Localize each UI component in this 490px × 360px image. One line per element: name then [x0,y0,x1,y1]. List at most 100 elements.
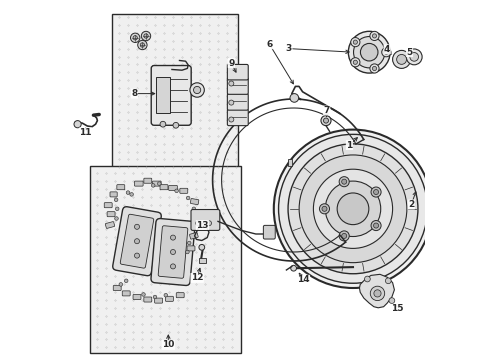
Circle shape [130,193,133,196]
FancyBboxPatch shape [151,66,191,125]
FancyBboxPatch shape [191,198,199,205]
Circle shape [142,293,145,296]
Circle shape [124,279,128,283]
Circle shape [321,116,331,126]
FancyBboxPatch shape [144,178,152,183]
Circle shape [406,49,422,65]
FancyBboxPatch shape [151,219,195,285]
Circle shape [371,221,381,231]
Circle shape [370,31,379,41]
Circle shape [372,34,377,38]
Text: 12: 12 [191,274,203,282]
Circle shape [134,253,140,258]
Circle shape [384,50,389,54]
Circle shape [206,221,212,226]
Circle shape [194,86,201,94]
Circle shape [278,134,427,283]
Circle shape [141,31,151,41]
Circle shape [173,122,179,128]
Text: 9: 9 [228,58,235,68]
FancyBboxPatch shape [227,64,248,80]
FancyBboxPatch shape [263,225,275,239]
Circle shape [138,40,147,50]
Circle shape [171,249,175,255]
Circle shape [160,121,166,127]
Circle shape [351,37,360,47]
Bar [156,77,171,113]
Circle shape [353,60,357,64]
Circle shape [199,244,205,250]
FancyBboxPatch shape [133,294,141,300]
Circle shape [392,50,411,68]
FancyBboxPatch shape [104,203,112,208]
FancyBboxPatch shape [120,214,154,268]
Circle shape [288,144,418,274]
Text: 11: 11 [79,128,92,137]
Bar [112,14,238,173]
Circle shape [115,217,118,220]
Circle shape [354,36,385,68]
FancyBboxPatch shape [122,291,130,296]
Text: 8: 8 [131,89,138,98]
Circle shape [196,221,201,226]
FancyBboxPatch shape [113,285,121,291]
Circle shape [339,231,349,241]
Text: 5: 5 [406,48,413,57]
Circle shape [314,169,392,248]
Circle shape [144,34,148,38]
FancyBboxPatch shape [144,297,152,302]
FancyBboxPatch shape [110,192,117,197]
Circle shape [192,217,196,221]
Circle shape [372,66,377,71]
Circle shape [134,224,140,229]
Circle shape [171,235,175,240]
Circle shape [323,118,328,123]
Circle shape [365,276,370,282]
Circle shape [186,196,190,200]
Circle shape [325,181,381,237]
Circle shape [130,33,140,42]
Circle shape [339,177,349,187]
FancyBboxPatch shape [155,298,163,303]
Text: 15: 15 [391,305,403,313]
Circle shape [382,48,391,57]
Circle shape [153,295,157,299]
Circle shape [337,193,369,225]
Circle shape [187,241,191,245]
Circle shape [373,189,379,194]
Circle shape [370,286,385,301]
Text: 10: 10 [162,341,174,349]
Circle shape [114,198,118,202]
FancyBboxPatch shape [134,181,143,186]
Circle shape [386,278,391,284]
Circle shape [396,54,407,64]
FancyBboxPatch shape [166,296,173,301]
Circle shape [322,206,327,211]
FancyBboxPatch shape [176,293,184,298]
Circle shape [370,64,379,73]
Bar [90,166,242,353]
FancyBboxPatch shape [113,207,161,276]
Text: 6: 6 [267,40,272,49]
FancyBboxPatch shape [160,185,168,190]
Circle shape [134,239,140,244]
FancyBboxPatch shape [227,94,248,110]
Circle shape [274,130,432,288]
Polygon shape [360,274,394,308]
Circle shape [410,53,418,61]
FancyBboxPatch shape [227,78,248,94]
FancyBboxPatch shape [117,185,125,190]
Circle shape [353,40,357,44]
Circle shape [74,121,81,128]
Circle shape [351,58,360,67]
Circle shape [192,207,196,211]
FancyBboxPatch shape [193,222,200,228]
Text: 14: 14 [297,275,310,284]
Circle shape [290,94,298,102]
Text: 3: 3 [286,44,292,53]
Circle shape [348,31,390,73]
Circle shape [116,207,119,211]
Circle shape [229,81,234,86]
FancyBboxPatch shape [194,210,201,215]
Circle shape [157,182,161,185]
